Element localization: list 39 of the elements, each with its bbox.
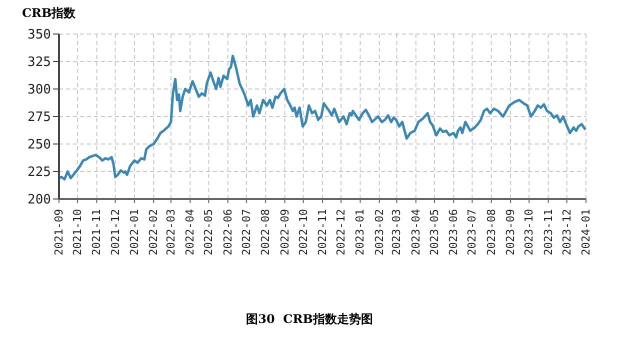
x-tick-label: 2023-02 bbox=[372, 209, 386, 256]
y-tick-label: 225 bbox=[28, 165, 51, 180]
y-tick-label: 300 bbox=[28, 82, 51, 98]
x-tick-label: 2023-01 bbox=[354, 209, 367, 256]
x-tick-label: 2022-03 bbox=[164, 209, 178, 256]
x-tick-label: 2023-09 bbox=[504, 209, 518, 256]
x-tick-label: 2022-09 bbox=[278, 209, 292, 256]
x-tick-label: 2021-11 bbox=[90, 209, 104, 256]
x-tick-label: 2021-10 bbox=[71, 209, 84, 256]
x-tick-label: 2022-11 bbox=[316, 209, 329, 256]
x-tick-label: 2023-11 bbox=[542, 209, 555, 256]
x-tick-label: 2023-10 bbox=[522, 209, 536, 256]
x-tick-label: 2022-02 bbox=[147, 209, 160, 256]
text: 图30 CRB指数走势图 bbox=[245, 311, 374, 328]
y-tick-label: 275 bbox=[28, 110, 51, 126]
x-tick-label: 2022-10 bbox=[296, 209, 310, 256]
x-tick-label: 2022-12 bbox=[334, 209, 348, 256]
x-tick-label: 2022-06 bbox=[221, 209, 234, 256]
y-tick-label: 350 bbox=[28, 28, 51, 43]
x-tick-label: 2023-04 bbox=[409, 208, 422, 256]
x-tick-label: 2021-12 bbox=[108, 209, 122, 256]
x-tick-label: 2022-07 bbox=[240, 209, 253, 256]
y-tick-label: 200 bbox=[28, 192, 51, 208]
x-tick-label: 2023-08 bbox=[484, 209, 498, 256]
x-tick-label: 2023-06 bbox=[447, 209, 460, 256]
x-tick-label: 2023-07 bbox=[466, 209, 479, 256]
y-axis-title: CRB指数 bbox=[22, 5, 76, 22]
x-tick-label: 2023-03 bbox=[390, 209, 404, 256]
x-tick-label: 2022-08 bbox=[259, 209, 272, 256]
x-tick-label: 2022-01 bbox=[128, 209, 141, 256]
x-tick-label: 2023-12 bbox=[560, 209, 574, 256]
x-tick-label: 2022-05 bbox=[202, 209, 216, 256]
line-series bbox=[59, 54, 586, 180]
x-tick-label: 2023-05 bbox=[428, 209, 441, 256]
y-tick-label: 325 bbox=[28, 55, 51, 70]
x-tick-label: 2021-09 bbox=[52, 209, 66, 256]
x-tick-label: 2024-01 bbox=[580, 209, 592, 256]
y-tick-label: 250 bbox=[28, 138, 51, 153]
x-tick-label: 2022-04 bbox=[184, 208, 197, 256]
